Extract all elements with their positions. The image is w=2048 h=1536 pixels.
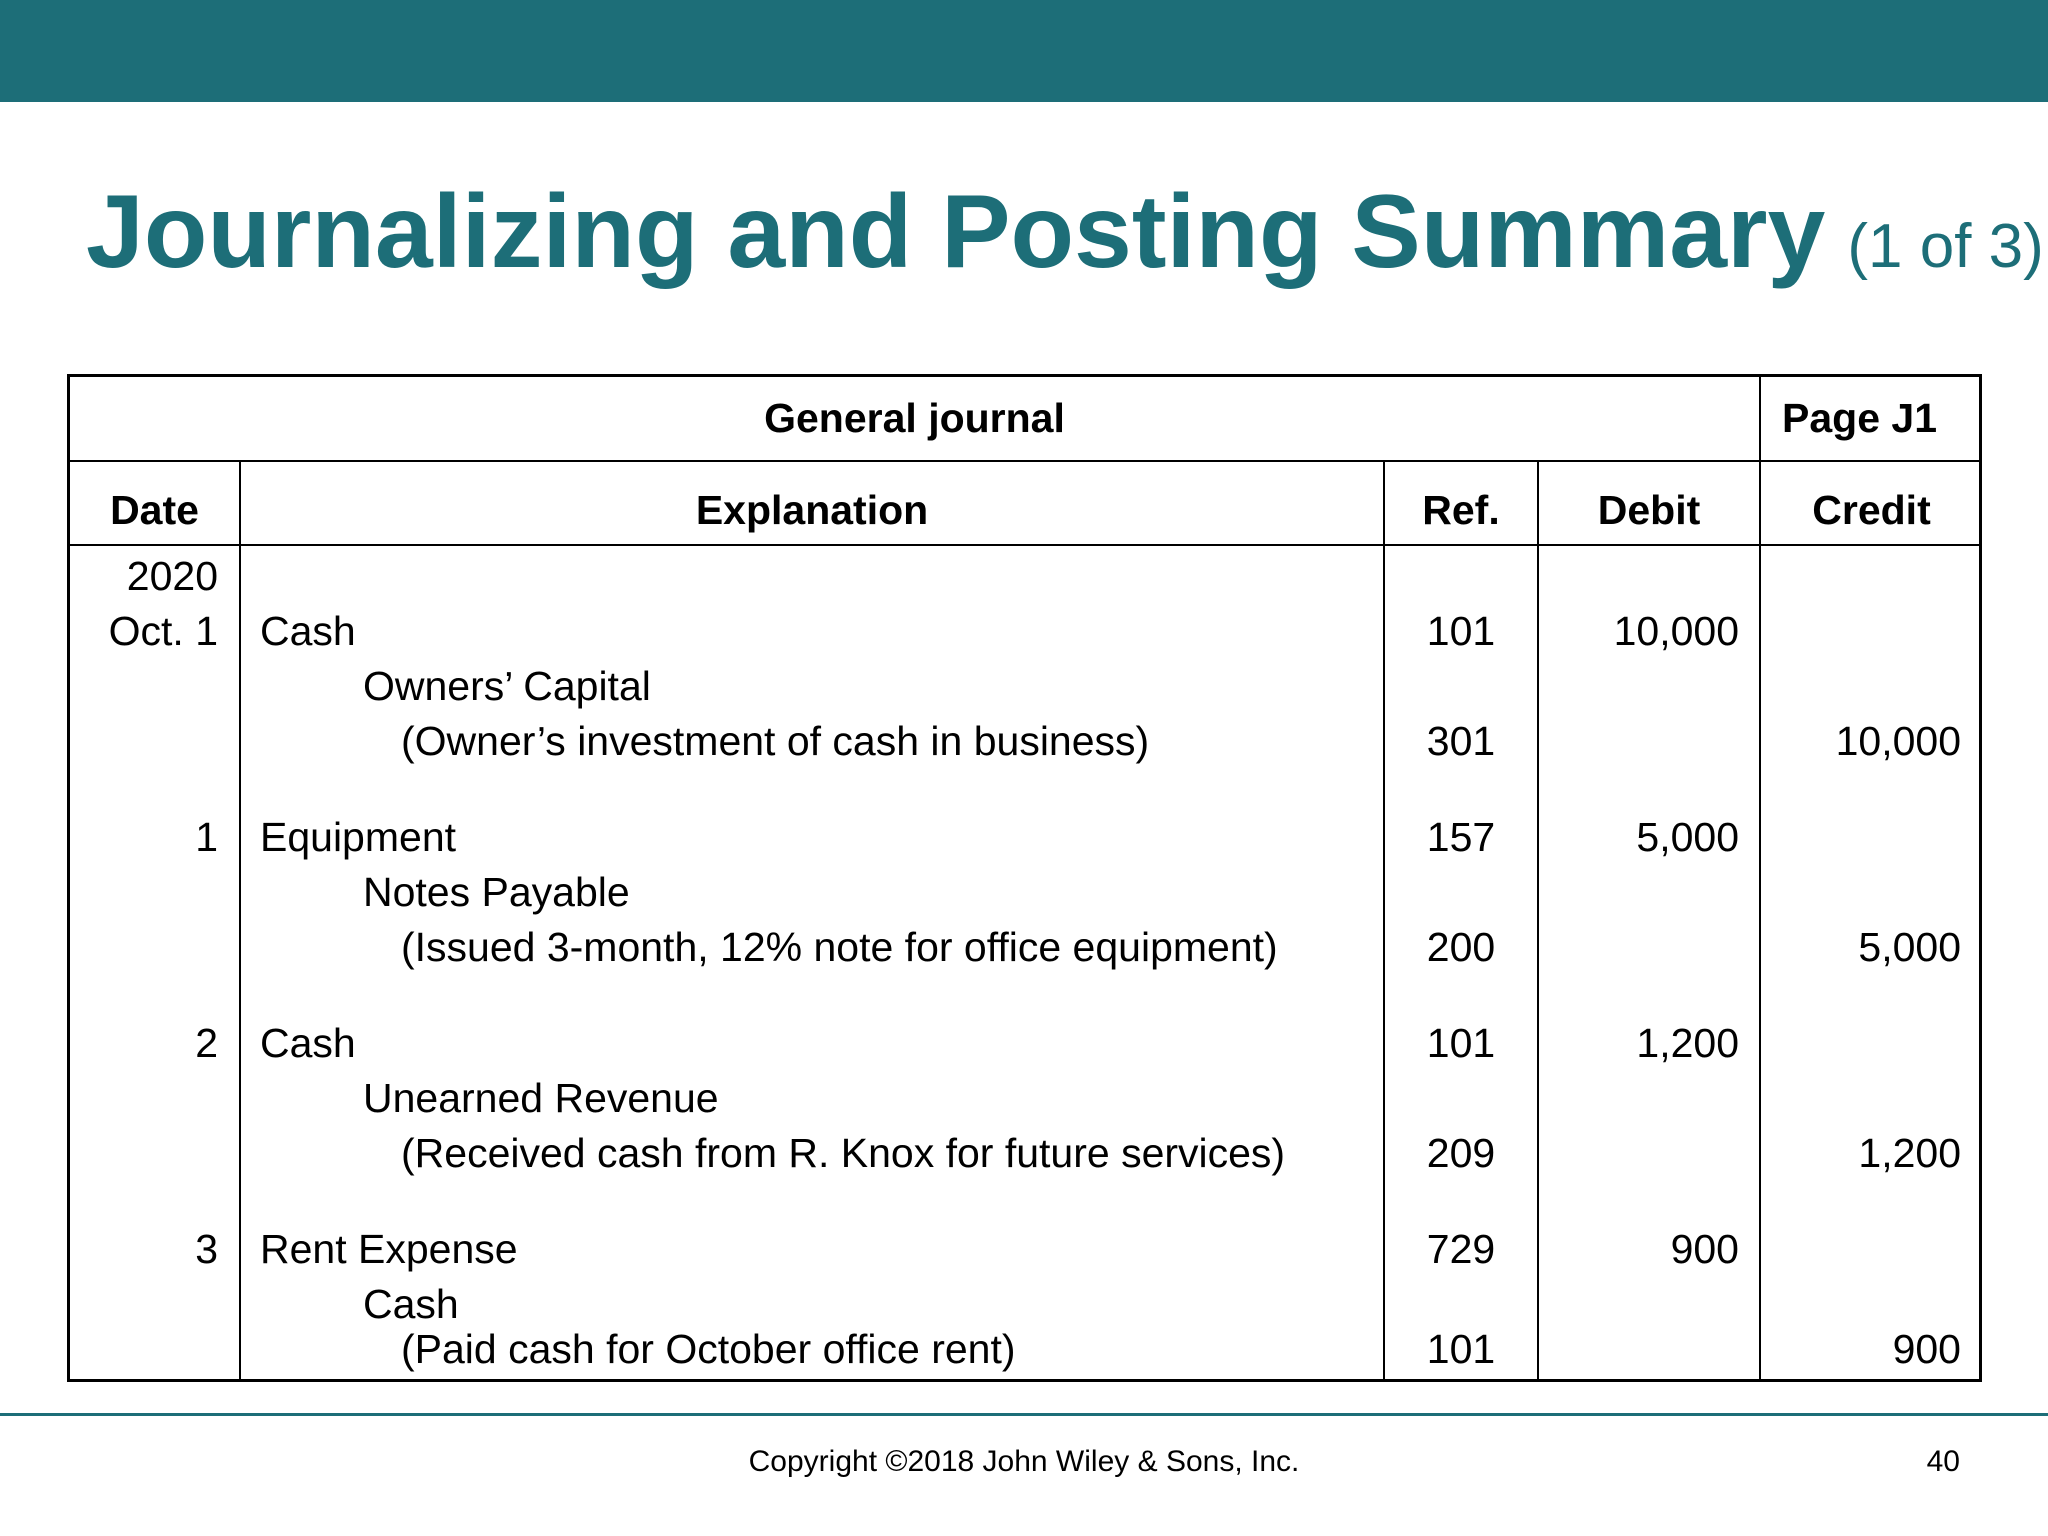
entry-memo: (Received cash from R. Knox for future s… — [401, 1130, 1286, 1176]
debit-column-divider — [1759, 377, 1761, 1379]
entry-date: 3 — [195, 1226, 218, 1272]
entry-debit-amount: 10,000 — [1613, 608, 1739, 654]
entry-credit-account: Notes Payable — [363, 869, 630, 915]
header-debit: Debit — [1597, 487, 1701, 533]
entry-debit-ref: 101 — [1426, 608, 1496, 654]
slide-page-number: 40 — [1926, 1445, 1960, 1478]
general-journal-table: General journal Page J1 Date Explanation… — [67, 374, 1982, 1382]
entry-debit-account: Cash — [260, 608, 356, 654]
entry-credit-amount: 5,000 — [1858, 924, 1961, 970]
entry-debit-account: Cash — [260, 1020, 356, 1066]
ref-column-divider — [1537, 460, 1539, 1379]
journal-year: 2020 — [126, 553, 218, 599]
copyright-notice: Copyright ©2018 John Wiley & Sons, Inc. — [748, 1445, 1300, 1478]
header-divider — [70, 460, 1979, 462]
entry-debit-account: Rent Expense — [260, 1226, 518, 1272]
entry-debit-ref: 729 — [1426, 1226, 1496, 1272]
entry-debit-amount: 900 — [1670, 1226, 1739, 1272]
header-explanation: Explanation — [695, 487, 929, 533]
entry-credit-ref: 209 — [1426, 1130, 1496, 1176]
top-banner — [0, 0, 2048, 102]
header-date: Date — [110, 487, 199, 533]
entry-debit-amount: 1,200 — [1636, 1020, 1739, 1066]
entry-date: 1 — [195, 814, 218, 860]
entry-credit-ref: 200 — [1426, 924, 1496, 970]
entry-memo: (Owner’s investment of cash in business) — [401, 718, 1150, 764]
entry-memo: (Paid cash for October office rent) — [401, 1326, 1016, 1372]
header-ref: Ref. — [1422, 487, 1500, 533]
column-header-divider — [70, 544, 1979, 546]
date-column-divider — [239, 460, 241, 1379]
entry-memo: (Issued 3-month, 12% note for office equ… — [401, 924, 1278, 970]
entry-credit-account: Cash — [363, 1281, 459, 1327]
footer-divider — [0, 1413, 2048, 1416]
entry-debit-account: Equipment — [260, 814, 457, 860]
journal-page: Page J1 — [1782, 395, 1937, 441]
header-credit: Credit — [1812, 487, 1931, 533]
explanation-column-divider — [1383, 460, 1385, 1379]
entry-debit-ref: 157 — [1426, 814, 1496, 860]
slide-title: Journalizing and Posting Summary (1 of 3) — [86, 175, 2044, 289]
slide-title-text: Journalizing and Posting Summary — [86, 174, 1826, 290]
entry-credit-account: Unearned Revenue — [363, 1075, 719, 1121]
entry-debit-ref: 101 — [1426, 1020, 1496, 1066]
entry-credit-amount: 10,000 — [1835, 718, 1961, 764]
entry-debit-amount: 5,000 — [1636, 814, 1739, 860]
entry-credit-amount: 1,200 — [1858, 1130, 1961, 1176]
entry-credit-account: Owners’ Capital — [363, 663, 651, 709]
entry-credit-ref: 101 — [1426, 1326, 1496, 1372]
entry-credit-amount: 900 — [1892, 1326, 1961, 1372]
journal-name: General journal — [764, 395, 1065, 441]
entry-date: 2 — [195, 1020, 218, 1066]
entry-date: Oct. 1 — [108, 608, 218, 654]
entry-credit-ref: 301 — [1426, 718, 1496, 764]
slide-title-suffix: (1 of 3) — [1847, 212, 2044, 281]
